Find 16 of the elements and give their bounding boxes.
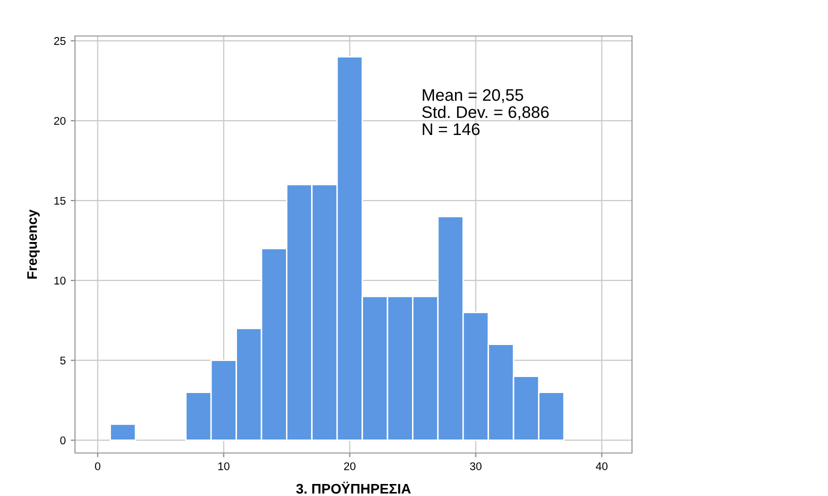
- y-tick-label: 10: [54, 276, 66, 285]
- annotation: Mean = 20,55: [422, 89, 524, 103]
- annotation: Std. Dev. = 6,886: [422, 106, 549, 120]
- y-tick-label: 0: [60, 436, 66, 444]
- x-tick-label: 10: [218, 462, 230, 470]
- x-axis-title: 3. ΠΡΟΫΠΗΡΕΣΙΑ: [296, 482, 411, 494]
- x-tick-label: 20: [344, 462, 356, 470]
- y-axis-title: Frequency: [27, 209, 40, 279]
- x-tick-label: 0: [95, 462, 100, 470]
- y-tick-label: 15: [54, 196, 66, 205]
- y-tick-label: 5: [60, 356, 66, 364]
- annotation: N = 146: [422, 123, 480, 136]
- x-tick-label: 40: [596, 462, 608, 470]
- x-tick-label: 30: [470, 462, 482, 470]
- y-tick-label: 25: [54, 37, 66, 45]
- y-tick-label: 20: [54, 116, 66, 125]
